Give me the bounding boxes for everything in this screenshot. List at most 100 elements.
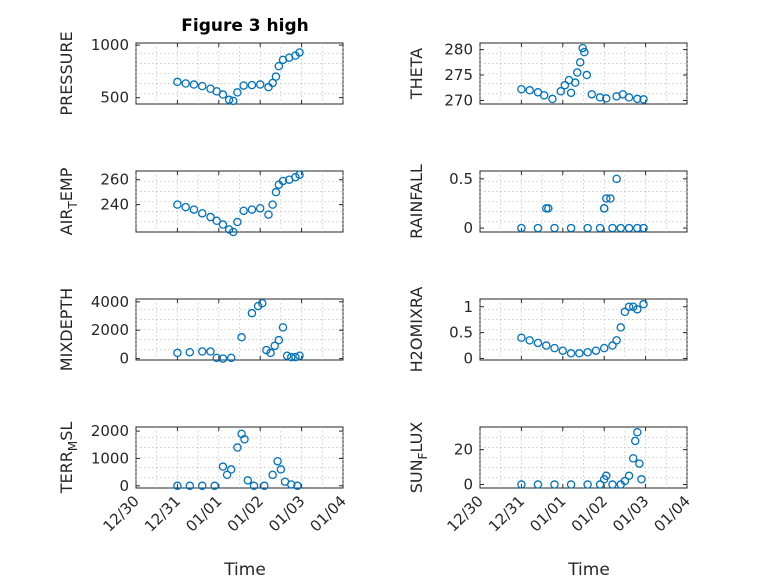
data-point bbox=[639, 299, 648, 309]
data-point bbox=[633, 305, 642, 314]
data-point bbox=[533, 338, 543, 348]
data-point bbox=[274, 61, 284, 71]
data-point bbox=[291, 352, 300, 362]
data-point bbox=[599, 343, 609, 353]
data-point bbox=[606, 194, 615, 203]
data-point bbox=[575, 349, 584, 358]
y-tick-label: 0 bbox=[119, 477, 129, 495]
y-tick-label: 0 bbox=[463, 476, 473, 494]
data-point bbox=[566, 88, 576, 98]
data-point bbox=[206, 347, 215, 356]
data-point bbox=[620, 307, 630, 317]
y-axis-label: SUNFLUX bbox=[407, 422, 430, 494]
data-point bbox=[255, 204, 265, 213]
data-point bbox=[631, 436, 640, 446]
data-point bbox=[197, 209, 207, 218]
y-tick-label: 260 bbox=[100, 171, 129, 189]
data-point bbox=[616, 323, 626, 332]
data-point bbox=[566, 349, 576, 358]
data-point bbox=[295, 351, 304, 360]
data-point bbox=[247, 308, 257, 318]
data-point bbox=[293, 481, 302, 491]
data-point bbox=[628, 454, 638, 463]
data-point bbox=[229, 227, 238, 237]
y-tick-label: 2000 bbox=[91, 422, 129, 440]
data-point bbox=[550, 343, 559, 353]
data-point bbox=[517, 333, 526, 343]
data-point bbox=[539, 91, 549, 100]
data-point bbox=[624, 471, 634, 481]
y-tick-label: 0 bbox=[119, 350, 129, 368]
data-point bbox=[247, 205, 257, 214]
subplot-mixdepth: 0 2000 4000 MIXDEPTH bbox=[57, 288, 344, 371]
data-point bbox=[237, 333, 246, 342]
x-tick-label: 01/03 bbox=[265, 492, 308, 535]
subplot-theta: 270 275 280 THETA bbox=[407, 41, 688, 109]
data-point bbox=[233, 443, 242, 452]
data-point bbox=[181, 202, 190, 212]
y-axis-label: H2OMIXRA bbox=[407, 287, 426, 373]
y-tick-label: 4000 bbox=[91, 293, 129, 311]
data-point bbox=[624, 93, 634, 102]
data-point bbox=[273, 456, 282, 466]
y-tick-label: 240 bbox=[100, 196, 129, 214]
data-point bbox=[249, 481, 259, 491]
data-point bbox=[212, 216, 221, 226]
y-tick-label: 0.5 bbox=[449, 324, 473, 342]
data-point bbox=[226, 465, 236, 474]
data-point bbox=[185, 347, 195, 357]
y-tick-label: 500 bbox=[100, 89, 129, 107]
data-point bbox=[578, 43, 587, 53]
x-tick-label: 01/02 bbox=[224, 492, 267, 535]
data-point bbox=[189, 80, 199, 89]
data-point bbox=[291, 172, 300, 182]
data-point bbox=[185, 481, 195, 491]
x-tick-label: 01/04 bbox=[307, 492, 350, 535]
data-point bbox=[582, 70, 592, 80]
data-point bbox=[271, 187, 281, 197]
data-point bbox=[602, 94, 611, 103]
data-point bbox=[628, 302, 638, 312]
data-point bbox=[212, 353, 221, 363]
x-tick-label: 01/01 bbox=[526, 492, 569, 535]
data-point bbox=[550, 223, 559, 233]
y-axis-label: THETA bbox=[407, 48, 426, 100]
data-point bbox=[525, 86, 534, 95]
data-point bbox=[218, 354, 228, 363]
data-point bbox=[233, 88, 242, 97]
data-point bbox=[575, 58, 585, 67]
data-point bbox=[541, 341, 551, 350]
data-point bbox=[608, 480, 617, 489]
subplot-pressure: 500 1000 PRESSURE bbox=[57, 31, 344, 116]
data-point bbox=[260, 481, 269, 491]
data-point bbox=[591, 346, 601, 355]
y-axis-label: MIXDEPTH bbox=[57, 288, 76, 371]
data-point bbox=[608, 341, 617, 350]
y-tick-label: 0.5 bbox=[449, 170, 473, 188]
data-point bbox=[580, 47, 589, 57]
y-tick-label: 1000 bbox=[91, 36, 129, 54]
data-point bbox=[173, 348, 182, 358]
data-point bbox=[271, 72, 281, 81]
data-point bbox=[620, 476, 630, 486]
data-point bbox=[278, 323, 288, 332]
y-axis-label: RAINFALL bbox=[407, 164, 426, 239]
data-point bbox=[278, 176, 288, 186]
x-tick-label: 01/02 bbox=[568, 492, 611, 535]
data-point bbox=[258, 299, 267, 308]
data-point bbox=[595, 223, 605, 233]
data-point bbox=[295, 170, 304, 179]
x-tick-label: 01/01 bbox=[182, 492, 225, 535]
data-point bbox=[583, 347, 592, 357]
data-point bbox=[270, 341, 279, 351]
y-tick-label: 2000 bbox=[91, 321, 129, 339]
y-tick-label: 1 bbox=[463, 298, 473, 316]
data-point bbox=[608, 223, 617, 233]
data-point bbox=[599, 204, 609, 213]
data-point bbox=[286, 480, 296, 489]
x-tick-label: 01/03 bbox=[609, 492, 652, 535]
data-point bbox=[550, 480, 559, 489]
data-point bbox=[595, 480, 605, 489]
x-tick-label: 12/31 bbox=[141, 492, 184, 535]
